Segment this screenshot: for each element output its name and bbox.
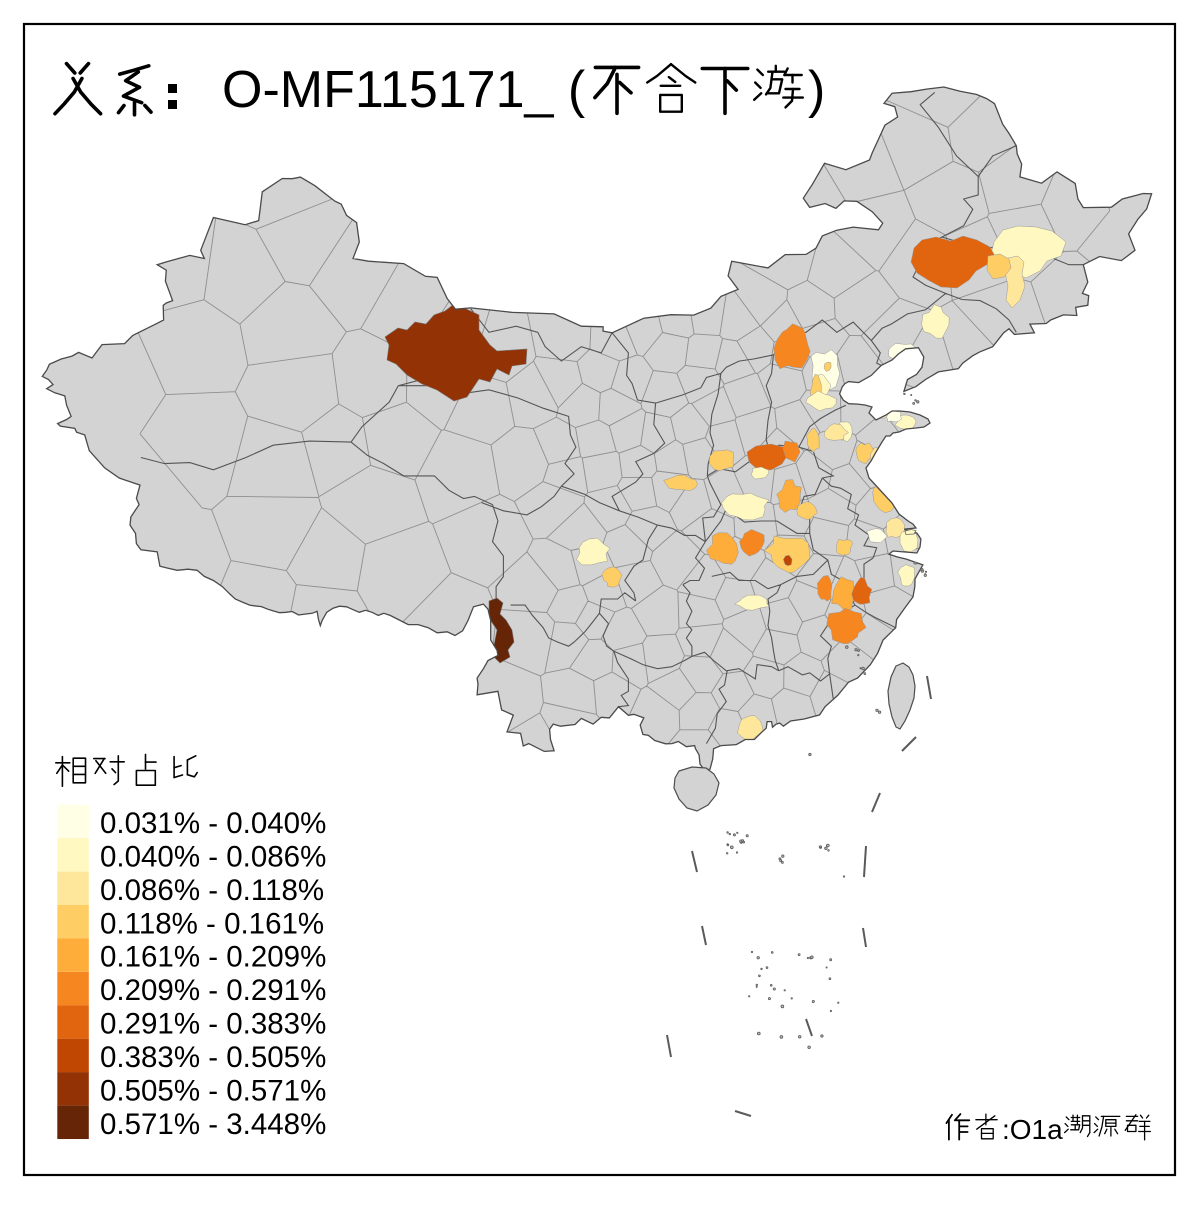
svg-text::O1a: :O1a	[1002, 1114, 1063, 1145]
svg-text:O-MF115171_ (: O-MF115171_ (	[222, 61, 586, 119]
svg-text:0.086% - 0.118%: 0.086% - 0.118%	[100, 874, 324, 907]
svg-text:0.505% - 0.571%: 0.505% - 0.571%	[100, 1074, 326, 1107]
svg-text:): )	[808, 61, 825, 119]
svg-text:0.209% - 0.291%: 0.209% - 0.291%	[100, 974, 326, 1007]
svg-text:0.383% - 0.505%: 0.383% - 0.505%	[100, 1041, 326, 1074]
svg-text:0.291% - 0.383%: 0.291% - 0.383%	[100, 1008, 326, 1041]
svg-text:0.161% - 0.209%: 0.161% - 0.209%	[100, 941, 326, 974]
svg-text:0.118% - 0.161%: 0.118% - 0.161%	[100, 907, 324, 940]
svg-text:0.040% - 0.086%: 0.040% - 0.086%	[100, 840, 326, 873]
svg-text:0.031% - 0.040%: 0.031% - 0.040%	[100, 807, 326, 840]
svg-text:0.571% - 3.448%: 0.571% - 3.448%	[100, 1108, 326, 1141]
